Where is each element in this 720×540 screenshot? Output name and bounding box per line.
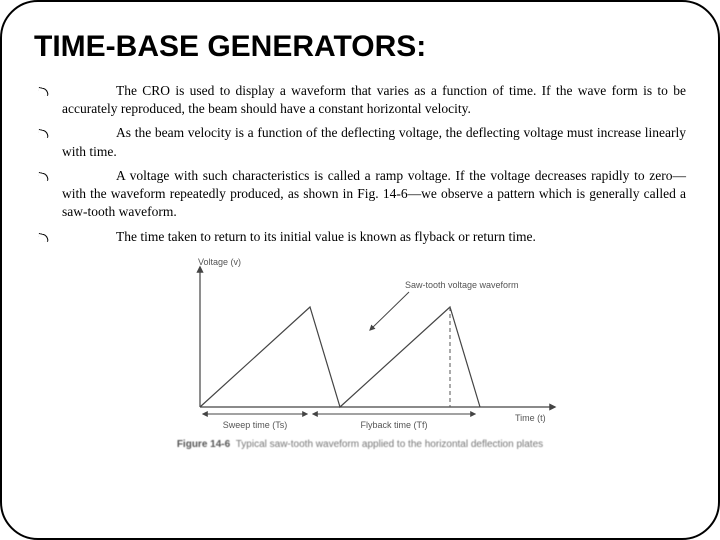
bullet-item: The time taken to return to its initial …	[34, 228, 686, 246]
caption-text: Typical saw-tooth waveform applied to th…	[236, 439, 543, 450]
bullet-text: A voltage with such characteristics is c…	[62, 168, 686, 219]
figure-container: Voltage (v) Time (t) Saw-tooth voltage wav…	[34, 252, 686, 452]
sawtooth-figure: Voltage (v) Time (t) Saw-tooth voltage wav…	[145, 252, 575, 452]
bullet-text: The CRO is used to display a waveform th…	[62, 83, 686, 116]
bullet-list: The CRO is used to display a waveform th…	[34, 82, 686, 246]
sawtooth-svg: Voltage (v) Time (t) Saw-tooth voltage wav…	[145, 252, 575, 432]
bullet-text: As the beam velocity is a function of th…	[62, 125, 686, 158]
bullet-item: A voltage with such characteristics is c…	[34, 167, 686, 222]
svg-text:Sweep time (Ts): Sweep time (Ts)	[223, 420, 288, 430]
svg-text:Voltage (v): Voltage (v)	[198, 257, 241, 267]
caption-prefix: Figure 14-6	[177, 439, 230, 450]
bullet-item: The CRO is used to display a waveform th…	[34, 82, 686, 118]
slide-title: TIME-BASE GENERATORS:	[34, 30, 686, 64]
figure-caption: Figure 14-6 Typical saw-tooth waveform a…	[145, 439, 575, 450]
svg-text:Flyback time (Tf): Flyback time (Tf)	[360, 420, 427, 430]
bullet-item: As the beam velocity is a function of th…	[34, 124, 686, 160]
svg-text:Time (t): Time (t)	[515, 413, 546, 423]
svg-text:Saw-tooth voltage waveform: Saw-tooth voltage waveform	[405, 280, 519, 290]
slide-frame: TIME-BASE GENERATORS: The CRO is used to…	[0, 0, 720, 540]
bullet-text: The time taken to return to its initial …	[116, 229, 536, 244]
